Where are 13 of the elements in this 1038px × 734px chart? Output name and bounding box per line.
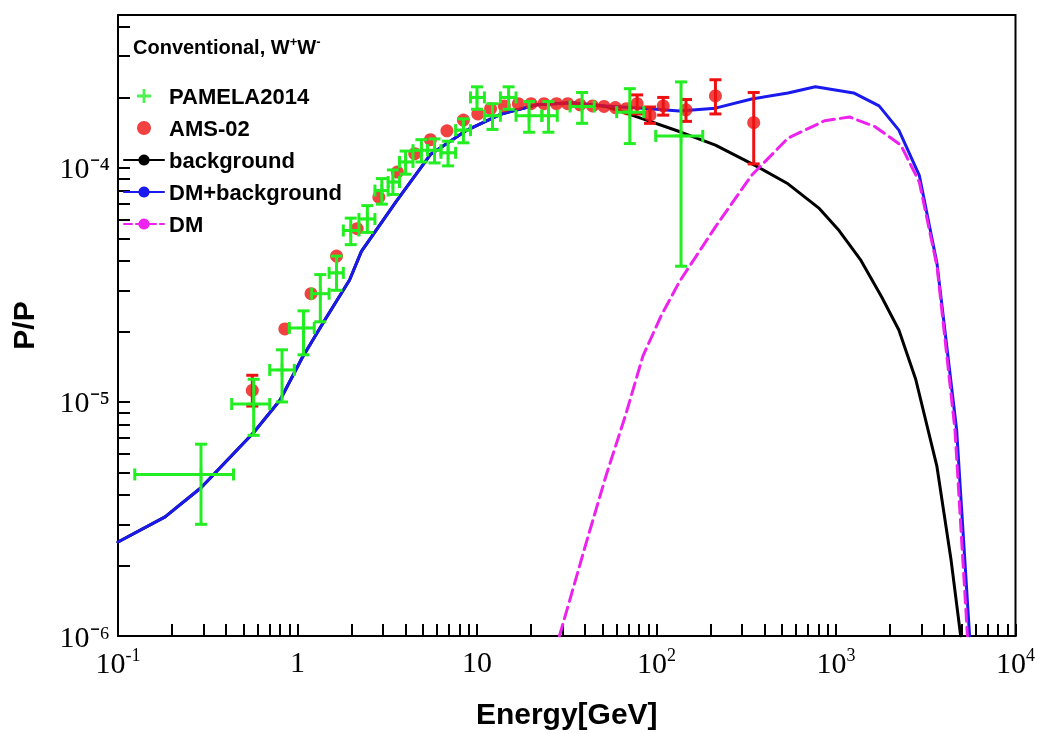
legend-label: PAMELA2014 xyxy=(169,83,310,109)
y-tick-label: 10⁻⁵ xyxy=(59,385,110,419)
y-tick-label: 10⁻⁶ xyxy=(59,619,110,653)
y-axis-title: P/P xyxy=(6,301,40,350)
legend-label: DM xyxy=(169,211,204,237)
legend-label: AMS-02 xyxy=(169,115,250,141)
x-tick-label: 10 xyxy=(462,644,492,678)
y-tick-label: 10⁻⁴ xyxy=(59,151,110,185)
legend-label: DM+background xyxy=(169,179,342,205)
x-axis-title: Energy[GeV] xyxy=(475,696,658,730)
x-tick-label: 1 xyxy=(290,644,305,678)
legend-label: background xyxy=(169,147,295,173)
text: Conventional, W+W- xyxy=(133,34,321,58)
